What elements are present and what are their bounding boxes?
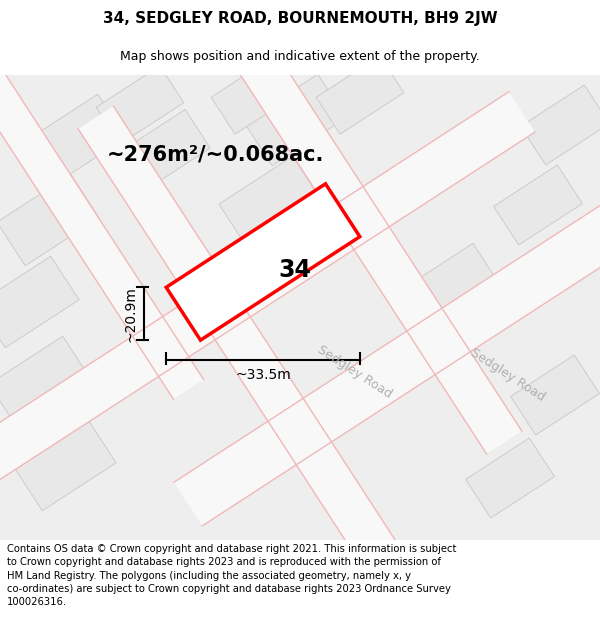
Text: 34, SEDGLEY ROAD, BOURNEMOUTH, BH9 2JW: 34, SEDGLEY ROAD, BOURNEMOUTH, BH9 2JW xyxy=(103,11,497,26)
Polygon shape xyxy=(0,92,535,524)
Polygon shape xyxy=(466,438,554,518)
Polygon shape xyxy=(0,174,99,266)
Polygon shape xyxy=(24,94,126,186)
Polygon shape xyxy=(219,156,321,248)
Text: Map shows position and indicative extent of the property.: Map shows position and indicative extent… xyxy=(120,50,480,62)
Polygon shape xyxy=(120,109,210,191)
Polygon shape xyxy=(0,256,79,348)
Polygon shape xyxy=(414,243,496,317)
Polygon shape xyxy=(96,66,184,144)
Text: Contains OS data © Crown copyright and database right 2021. This information is : Contains OS data © Crown copyright and d… xyxy=(7,544,457,607)
Polygon shape xyxy=(511,355,599,435)
Polygon shape xyxy=(0,61,203,399)
Polygon shape xyxy=(244,74,346,166)
Polygon shape xyxy=(0,336,91,428)
Polygon shape xyxy=(174,90,600,526)
Text: Sedgley Road: Sedgley Road xyxy=(469,346,548,404)
Text: Sedgley Road: Sedgley Road xyxy=(316,343,395,401)
Polygon shape xyxy=(211,56,299,134)
Polygon shape xyxy=(78,0,522,454)
Text: 34: 34 xyxy=(278,258,311,282)
Text: ~20.9m: ~20.9m xyxy=(123,286,137,342)
Polygon shape xyxy=(494,165,583,245)
Polygon shape xyxy=(521,85,600,165)
Text: ~276m²/~0.068ac.: ~276m²/~0.068ac. xyxy=(106,145,323,165)
Polygon shape xyxy=(78,106,522,625)
Text: ~33.5m: ~33.5m xyxy=(235,368,291,382)
Polygon shape xyxy=(316,56,404,134)
Polygon shape xyxy=(14,419,116,511)
Polygon shape xyxy=(166,184,360,340)
